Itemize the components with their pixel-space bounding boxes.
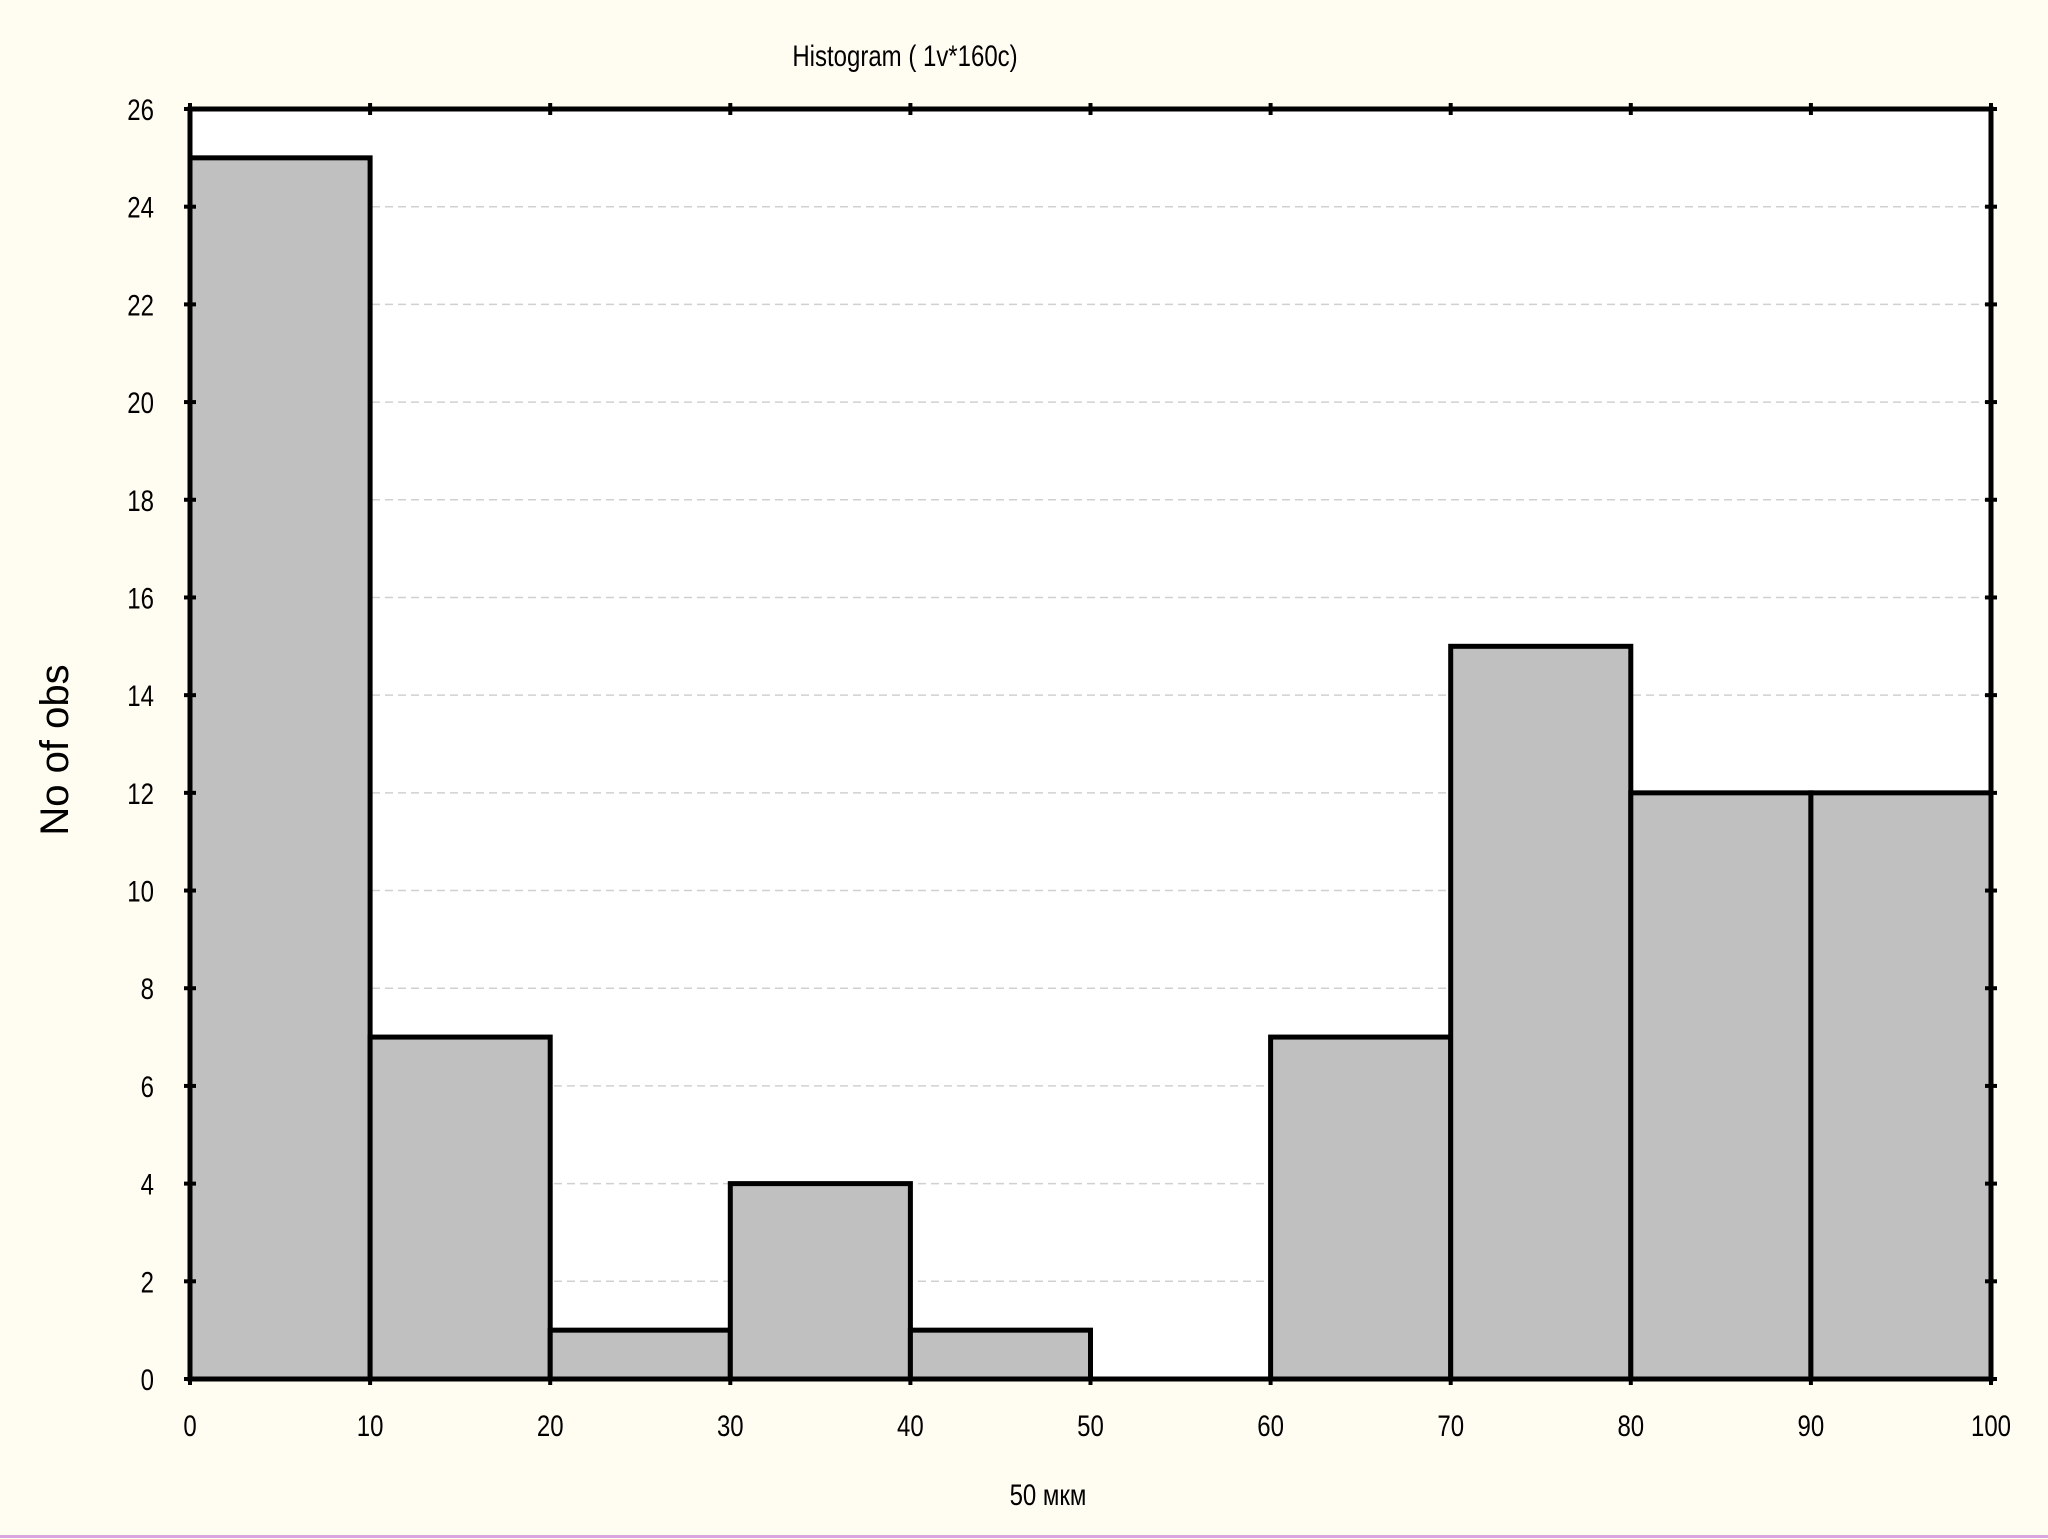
- y-tick-label-14: 14: [127, 679, 154, 713]
- x-tick-label-80: 80: [1617, 1408, 1644, 1442]
- x-tick-label-40: 40: [897, 1408, 924, 1442]
- bar-40-50: [907, 1327, 1094, 1382]
- chart-title: Histogram ( 1v*160c): [792, 38, 1017, 72]
- bar-20-30: [547, 1327, 733, 1382]
- histogram-bars: [187, 155, 1994, 1382]
- bar-80-90: [1628, 790, 1814, 1382]
- x-axis-label: 50 мкм: [1010, 1477, 1087, 1511]
- bar-0-10: [187, 155, 373, 1382]
- y-tick-label-10: 10: [127, 874, 154, 908]
- x-tick-label-70: 70: [1437, 1408, 1464, 1442]
- y-tick-label-22: 22: [127, 288, 154, 322]
- bar-90-100: [1808, 790, 1994, 1382]
- bar-10-20: [367, 1034, 553, 1382]
- y-tick-label-2: 2: [141, 1265, 154, 1299]
- x-tick-label-100: 100: [1971, 1408, 2011, 1442]
- bottom-border-line: [0, 1535, 2048, 1538]
- bar-70-80: [1448, 643, 1634, 1382]
- x-axis: 0 10 20 30 40 50 60 70 80 90 100: [183, 103, 2011, 1443]
- y-tick-label-6: 6: [141, 1069, 154, 1103]
- y-tick-label-20: 20: [127, 385, 154, 419]
- x-tick-label-0: 0: [183, 1408, 196, 1442]
- x-tick-label-20: 20: [537, 1408, 564, 1442]
- y-tick-label-26: 26: [127, 92, 154, 126]
- y-tick-label-4: 4: [141, 1167, 154, 1201]
- y-tick-label-24: 24: [127, 190, 154, 224]
- y-axis-label: No of obs: [33, 664, 77, 835]
- bar-30-40: [727, 1181, 913, 1382]
- x-tick-label-60: 60: [1257, 1408, 1284, 1442]
- y-tick-label-0: 0: [141, 1362, 154, 1396]
- y-tick-label-16: 16: [127, 581, 154, 615]
- y-tick-label-8: 8: [141, 972, 154, 1006]
- y-tick-label-12: 12: [127, 776, 154, 810]
- y-tick-label-18: 18: [127, 483, 154, 517]
- x-tick-label-30: 30: [717, 1408, 744, 1442]
- x-tick-label-50: 50: [1077, 1408, 1104, 1442]
- bar-60-70: [1268, 1034, 1454, 1382]
- x-tick-label-90: 90: [1798, 1408, 1825, 1442]
- x-tick-label-10: 10: [357, 1408, 384, 1442]
